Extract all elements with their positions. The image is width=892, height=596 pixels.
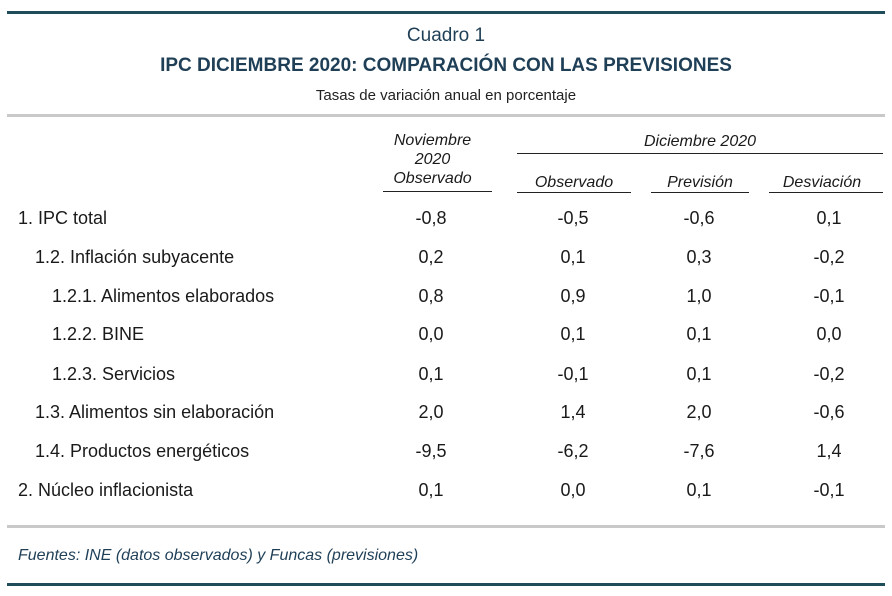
cell-desviacion: -0,2	[813, 364, 845, 384]
cell-nov-observado: -0,8	[415, 208, 447, 228]
cell-prevision: 0,1	[686, 480, 712, 500]
underline-desviacion	[769, 192, 883, 193]
table-row: 1.3. Alimentos sin elaboración 2,0 1,4 2…	[0, 402, 892, 428]
table-row: 1.2.3. Servicios 0,1 -0,1 0,1 -0,2	[0, 364, 892, 390]
underline-nov	[383, 191, 492, 192]
column-header-desviacion: Desviación	[782, 174, 862, 191]
table-subtitle: Tasas de variación anual en porcentaje	[315, 87, 577, 104]
cell-prevision: 0,3	[686, 247, 712, 267]
cell-nov-observado: -9,5	[415, 441, 447, 461]
cell-nov-observado: 0,8	[418, 286, 444, 306]
column-header-nov-line2: 2020	[414, 151, 451, 168]
row-label: 1.2.3. Servicios	[52, 364, 176, 384]
column-header-prevision: Previsión	[667, 174, 733, 191]
column-group-dic-2020: Diciembre 2020	[643, 133, 757, 150]
cell-prevision: 0,1	[686, 364, 712, 384]
top-rule	[7, 11, 885, 14]
table-row: 1.2.2. BINE 0,0 0,1 0,1 0,0	[0, 324, 892, 350]
cell-dic-observado: 1,4	[560, 402, 586, 422]
cell-nov-observado: 2,0	[418, 402, 444, 422]
cell-prevision: 1,0	[686, 286, 712, 306]
cell-prevision: -0,6	[683, 208, 715, 228]
bottom-rule	[7, 583, 885, 586]
header-rule	[7, 114, 885, 117]
column-header-dic-observado: Observado	[534, 174, 614, 191]
table-number: Cuadro 1	[406, 25, 486, 46]
row-label: 1. IPC total	[18, 208, 108, 228]
column-header-nov-2020: Noviembre 2020 Observado	[370, 131, 495, 188]
row-label: 1.2. Inflación subyacente	[35, 247, 235, 267]
column-header-nov-line1: Noviembre	[393, 132, 472, 149]
cell-desviacion: 1,4	[816, 441, 842, 461]
column-header-nov-line3: Observado	[393, 170, 472, 187]
source-note: Fuentes: INE (datos observados) y Funcas…	[18, 547, 419, 564]
cell-prevision: 0,1	[686, 324, 712, 344]
underline-prevision	[651, 192, 749, 193]
row-label: 1.2.2. BINE	[52, 324, 145, 344]
table-row: 1.2.1. Alimentos elaborados 0,8 0,9 1,0 …	[0, 286, 892, 312]
cell-dic-observado: 0,0	[560, 480, 586, 500]
row-label: 2. Núcleo inflacionista	[18, 480, 194, 500]
cell-desviacion: -0,1	[813, 286, 845, 306]
row-label: 1.2.1. Alimentos elaborados	[52, 286, 275, 306]
table-row: 2. Núcleo inflacionista 0,1 0,0 0,1 -0,1	[0, 480, 892, 506]
table-title: IPC DICIEMBRE 2020: COMPARACIÓN CON LAS …	[160, 55, 732, 76]
table-row: 1.4. Productos energéticos -9,5 -6,2 -7,…	[0, 441, 892, 467]
cell-desviacion: 0,1	[816, 208, 842, 228]
cell-nov-observado: 0,1	[418, 480, 444, 500]
cell-desviacion: -0,2	[813, 247, 845, 267]
cell-dic-observado: -6,2	[557, 441, 589, 461]
cell-nov-observado: 0,1	[418, 364, 444, 384]
cell-prevision: -7,6	[683, 441, 715, 461]
footer-rule	[7, 525, 885, 528]
cell-prevision: 2,0	[686, 402, 712, 422]
cell-nov-observado: 0,0	[418, 324, 444, 344]
underline-dic-group	[517, 153, 883, 154]
cell-dic-observado: -0,5	[557, 208, 589, 228]
cell-desviacion: -0,6	[813, 402, 845, 422]
cell-nov-observado: 0,2	[418, 247, 444, 267]
underline-dic-observado	[517, 192, 631, 193]
row-label: 1.3. Alimentos sin elaboración	[35, 402, 275, 422]
cell-dic-observado: 0,1	[560, 324, 586, 344]
row-label: 1.4. Productos energéticos	[35, 441, 250, 461]
table-row: 1. IPC total -0,8 -0,5 -0,6 0,1	[0, 208, 892, 234]
cell-dic-observado: 0,1	[560, 247, 586, 267]
cell-desviacion: 0,0	[816, 324, 842, 344]
table-row: 1.2. Inflación subyacente 0,2 0,1 0,3 -0…	[0, 247, 892, 273]
cell-desviacion: -0,1	[813, 480, 845, 500]
cell-dic-observado: -0,1	[557, 364, 589, 384]
cell-dic-observado: 0,9	[560, 286, 586, 306]
